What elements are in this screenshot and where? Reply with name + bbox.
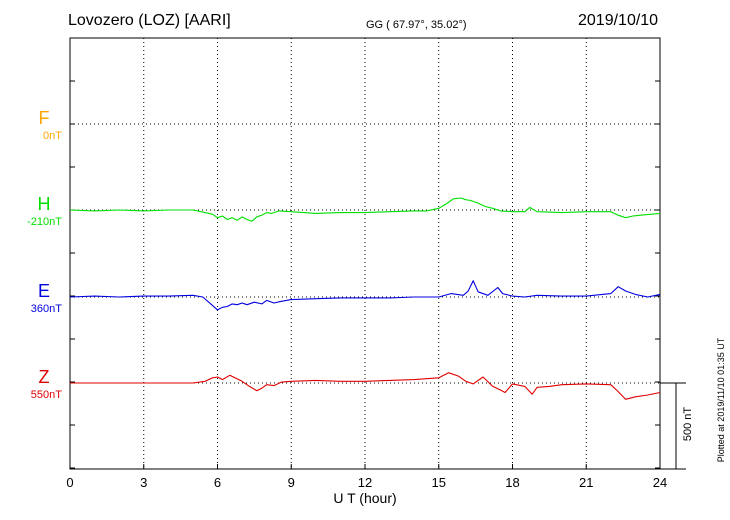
baseline-label-z: 550nT	[30, 389, 62, 401]
x-tick-label-15: 15	[432, 475, 446, 490]
component-label-f: F	[38, 108, 50, 128]
component-label-z: Z	[38, 367, 50, 387]
x-tick-label-18: 18	[505, 475, 519, 490]
grid-lines	[143, 38, 587, 469]
plot-credit: Plotted at 2019/11/10 01:35 UT	[716, 337, 726, 463]
x-axis-label: U T (hour)	[333, 490, 396, 506]
baseline-label-e: 360nT	[30, 303, 62, 315]
scale-bar-label: 500 nT	[682, 406, 694, 442]
component-label-e: E	[37, 281, 50, 301]
series-line-e	[69, 280, 661, 311]
x-tick-label-6: 6	[214, 475, 221, 490]
plot-date: 2019/10/10	[578, 12, 659, 29]
x-axis-ticks: 0 3 6 9 12 15 18 21 24	[66, 80, 667, 490]
series-line-z	[70, 372, 661, 400]
x-tick-label-21: 21	[579, 475, 593, 490]
x-tick-label-24: 24	[653, 475, 667, 490]
x-tick-label-9: 9	[288, 475, 295, 490]
baseline-label-h: -210nT	[27, 216, 62, 228]
baseline-label-f: 0nT	[43, 130, 62, 142]
scale-bar	[660, 382, 686, 470]
series-traces	[69, 197, 661, 400]
x-tick-label-3: 3	[140, 475, 147, 490]
station-coordinates: GG ( 67.97°, 35.02°)	[366, 19, 467, 31]
x-tick-label-12: 12	[358, 475, 372, 490]
station-title: Lovozero (LOZ) [AARI]	[68, 12, 231, 29]
component-label-h: H	[37, 194, 51, 214]
x-tick-label-0: 0	[66, 475, 73, 490]
series-line-h	[69, 197, 661, 222]
